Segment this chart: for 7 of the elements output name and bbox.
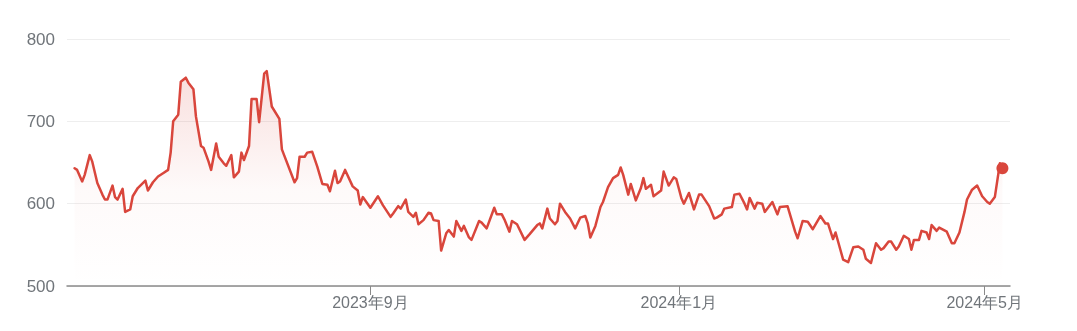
x-tick-label: 2024年1月: [640, 293, 718, 311]
y-tick-label: 600: [26, 194, 55, 214]
y-tick-label: 700: [26, 111, 55, 131]
x-tick-label: 2023年9月: [332, 293, 409, 311]
y-tick-label: 800: [26, 29, 55, 49]
x-tick-label: 2024年5月: [946, 293, 1023, 311]
y-tick-label: 500: [26, 276, 55, 296]
